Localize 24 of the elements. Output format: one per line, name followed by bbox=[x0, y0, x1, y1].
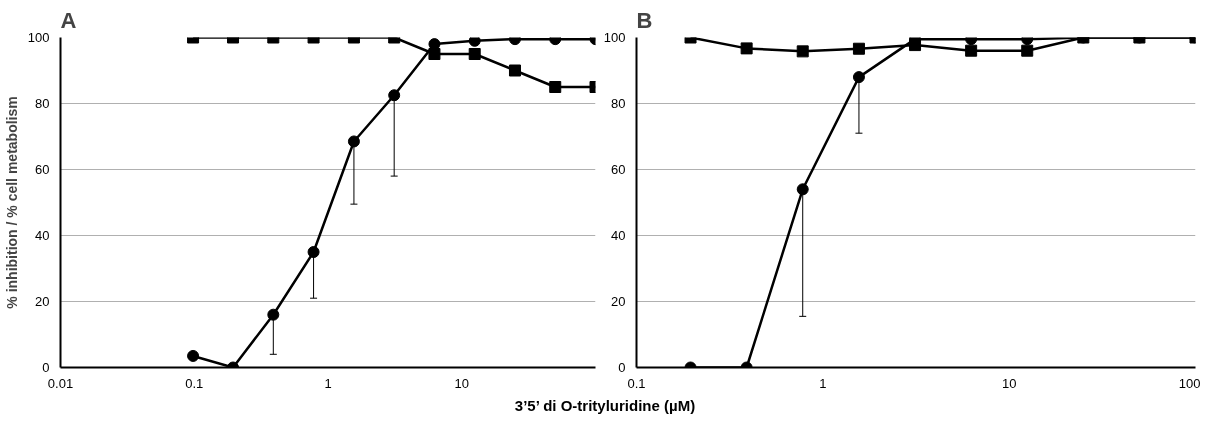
x-tick-label: 1 bbox=[324, 375, 332, 391]
y-tick-label: 80 bbox=[611, 96, 626, 111]
x-tick-label: 0.1 bbox=[185, 375, 204, 391]
x-tick-label: 10 bbox=[1001, 375, 1017, 391]
chart-title: B bbox=[636, 7, 653, 33]
x-tick-label: 100 bbox=[1178, 375, 1201, 391]
y-tick-label: 60 bbox=[611, 162, 626, 177]
x-tick-label: 10 bbox=[454, 375, 469, 391]
y-tick-label: 60 bbox=[35, 162, 50, 177]
x-tick-label: 0.1 bbox=[627, 375, 646, 391]
y-axis-title: % inhibition / % cell metabolism bbox=[3, 96, 20, 309]
x-axis-title: 3’5’ di O-trityluridine (µM) bbox=[514, 396, 696, 416]
y-tick-label: 40 bbox=[611, 228, 626, 243]
y-tick-label: 100 bbox=[603, 30, 626, 45]
y-tick-label: 0 bbox=[42, 360, 50, 375]
y-tick-label: 20 bbox=[35, 294, 50, 309]
x-tick-label: 1 bbox=[819, 375, 827, 391]
y-tick-label: 40 bbox=[35, 228, 50, 243]
y-tick-label: 80 bbox=[35, 96, 50, 111]
y-tick-label: 0 bbox=[618, 360, 626, 375]
x-tick-label: 0.01 bbox=[47, 375, 74, 391]
y-tick-label: 100 bbox=[27, 30, 50, 45]
y-tick-label: 20 bbox=[611, 294, 626, 309]
chart-title: A bbox=[60, 7, 77, 33]
